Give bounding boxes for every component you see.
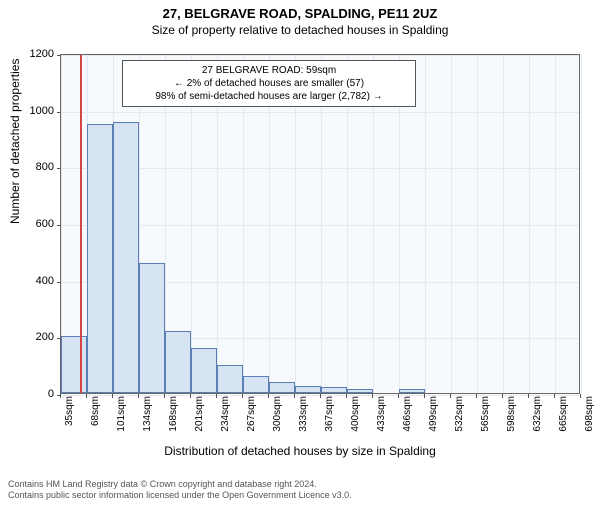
xtick-mark xyxy=(242,394,243,398)
xtick-mark xyxy=(138,394,139,398)
histogram-bar xyxy=(191,348,217,393)
histogram-bar xyxy=(295,386,321,393)
y-axis-label: Number of detached properties xyxy=(8,59,22,224)
xtick-mark xyxy=(554,394,555,398)
ytick-label: 1200 xyxy=(14,48,54,60)
gridline-v xyxy=(581,55,582,393)
ytick-label: 0 xyxy=(14,388,54,400)
xtick-mark xyxy=(580,394,581,398)
xtick-label: 565sqm xyxy=(480,396,491,432)
xtick-mark xyxy=(424,394,425,398)
annotation-line-3: 98% of semi-detached houses are larger (… xyxy=(129,90,409,103)
xtick-label: 499sqm xyxy=(428,396,439,432)
xtick-mark xyxy=(528,394,529,398)
gridline-v xyxy=(425,55,426,393)
histogram-bar xyxy=(217,365,243,393)
x-axis-label: Distribution of detached houses by size … xyxy=(0,444,600,458)
xtick-label: 632sqm xyxy=(532,396,543,432)
xtick-label: 698sqm xyxy=(584,396,595,432)
plot-wrap: 27 BELGRAVE ROAD: 59sqm ← 2% of detached… xyxy=(60,54,580,394)
histogram-bar xyxy=(347,389,373,393)
xtick-mark xyxy=(372,394,373,398)
histogram-bar xyxy=(243,376,269,393)
histogram-bar xyxy=(269,382,295,393)
gridline-v xyxy=(529,55,530,393)
histogram-bar xyxy=(321,387,347,393)
xtick-label: 267sqm xyxy=(246,396,257,432)
annotation-line-1: 27 BELGRAVE ROAD: 59sqm xyxy=(129,64,409,77)
histogram-bar xyxy=(61,336,87,393)
xtick-mark xyxy=(320,394,321,398)
xtick-label: 665sqm xyxy=(558,396,569,432)
annotation-box: 27 BELGRAVE ROAD: 59sqm ← 2% of detached… xyxy=(122,60,416,107)
footer: Contains HM Land Registry data © Crown c… xyxy=(8,479,352,502)
histogram-bar xyxy=(399,389,425,393)
xtick-label: 201sqm xyxy=(194,396,205,432)
histogram-bar xyxy=(165,331,191,393)
gridline-v xyxy=(503,55,504,393)
histogram-bar xyxy=(139,263,165,393)
xtick-label: 400sqm xyxy=(350,396,361,432)
xtick-label: 367sqm xyxy=(324,396,335,432)
ytick-label: 200 xyxy=(14,331,54,343)
xtick-label: 300sqm xyxy=(272,396,283,432)
histogram-bar xyxy=(113,122,139,393)
xtick-mark xyxy=(216,394,217,398)
footer-line-2: Contains public sector information licen… xyxy=(8,490,352,502)
gridline-v xyxy=(477,55,478,393)
ytick-label: 800 xyxy=(14,161,54,173)
reference-line xyxy=(80,55,82,393)
xtick-label: 68sqm xyxy=(90,396,101,426)
gridline-v xyxy=(451,55,452,393)
xtick-mark xyxy=(190,394,191,398)
chart-container: 27, BELGRAVE ROAD, SPALDING, PE11 2UZ Si… xyxy=(0,6,600,506)
gridline-v xyxy=(555,55,556,393)
ytick-label: 1000 xyxy=(14,105,54,117)
xtick-label: 134sqm xyxy=(142,396,153,432)
page-subtitle: Size of property relative to detached ho… xyxy=(0,23,600,37)
annotation-line-2: ← 2% of detached houses are smaller (57) xyxy=(129,77,409,90)
xtick-label: 433sqm xyxy=(376,396,387,432)
xtick-mark xyxy=(86,394,87,398)
xtick-label: 168sqm xyxy=(168,396,179,432)
page-title: 27, BELGRAVE ROAD, SPALDING, PE11 2UZ xyxy=(0,6,600,21)
xtick-label: 466sqm xyxy=(402,396,413,432)
xtick-mark xyxy=(294,394,295,398)
xtick-mark xyxy=(112,394,113,398)
xtick-mark xyxy=(502,394,503,398)
xtick-mark xyxy=(268,394,269,398)
histogram-bar xyxy=(87,124,113,393)
footer-line-1: Contains HM Land Registry data © Crown c… xyxy=(8,479,352,491)
xtick-mark xyxy=(476,394,477,398)
xtick-label: 333sqm xyxy=(298,396,309,432)
xtick-mark xyxy=(450,394,451,398)
xtick-mark xyxy=(346,394,347,398)
xtick-mark xyxy=(60,394,61,398)
xtick-mark xyxy=(398,394,399,398)
xtick-label: 101sqm xyxy=(116,396,127,432)
xtick-label: 532sqm xyxy=(454,396,465,432)
xtick-label: 598sqm xyxy=(506,396,517,432)
ytick-label: 400 xyxy=(14,275,54,287)
ytick-label: 600 xyxy=(14,218,54,230)
xtick-label: 234sqm xyxy=(220,396,231,432)
xtick-mark xyxy=(164,394,165,398)
xtick-label: 35sqm xyxy=(64,396,75,426)
